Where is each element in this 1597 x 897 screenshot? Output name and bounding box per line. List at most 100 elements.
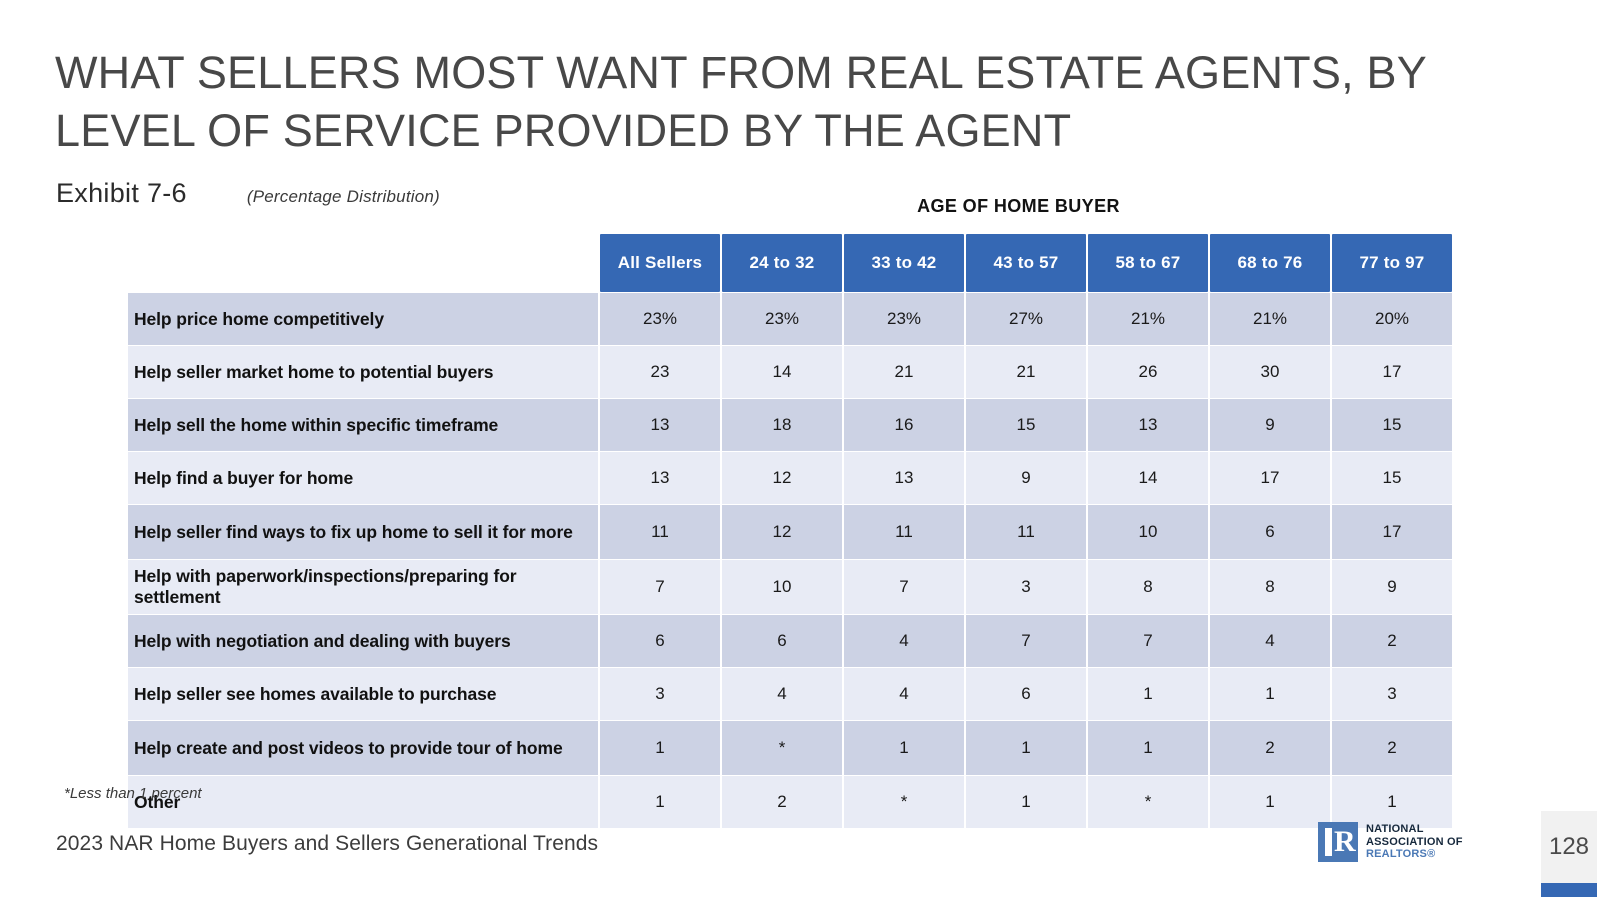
cell-value: 4 (722, 668, 842, 720)
page-number: 128 (1548, 833, 1590, 860)
page-accent-bar (1541, 883, 1597, 897)
row-label: Help seller see homes available to purch… (128, 668, 598, 720)
cell-value: 6 (966, 668, 1086, 720)
cell-value: * (844, 776, 964, 828)
cell-value: 2 (1332, 721, 1452, 775)
cell-value: 2 (722, 776, 842, 828)
row-label: Help create and post videos to provide t… (128, 721, 598, 775)
cell-value: 3 (600, 668, 720, 720)
table-row: Help find a buyer for home 13 12 13 9 14… (128, 452, 1452, 504)
table-row: Help with paperwork/inspections/preparin… (128, 560, 1452, 614)
cell-value: 12 (722, 452, 842, 504)
column-header-24-to-32[interactable]: 24 to 32 (722, 234, 842, 292)
logo-line-3: REALTORS® (1366, 848, 1436, 861)
column-header-43-to-57[interactable]: 43 to 57 (966, 234, 1086, 292)
table-row: Help seller market home to potential buy… (128, 346, 1452, 398)
row-label: Help with negotiation and dealing with b… (128, 615, 598, 667)
cell-value: 1 (1210, 668, 1330, 720)
cell-value: * (722, 721, 842, 775)
cell-value: 7 (1088, 615, 1208, 667)
cell-value: 23 (600, 346, 720, 398)
cell-value: 1 (1088, 668, 1208, 720)
exhibit-row: Exhibit 7-6 (Percentage Distribution) (56, 178, 440, 209)
cell-value: 1 (966, 776, 1086, 828)
cell-value: 4 (1210, 615, 1330, 667)
page-title: WHAT SELLERS MOST WANT FROM REAL ESTATE … (55, 47, 1427, 156)
cell-value: 9 (966, 452, 1086, 504)
cell-value: * (1088, 776, 1208, 828)
nar-logo-text: NATIONAL ASSOCIATION OF REALTORS® (1366, 823, 1463, 861)
cell-value: 11 (600, 505, 720, 559)
cell-value: 1 (966, 721, 1086, 775)
cell-value: 3 (966, 560, 1086, 614)
column-group-header: AGE OF HOME BUYER (917, 196, 1120, 216)
cell-value: 1 (1088, 721, 1208, 775)
cell-value: 14 (1088, 452, 1208, 504)
data-table-container: All Sellers 24 to 32 33 to 42 43 to 57 5… (126, 233, 1452, 829)
cell-value: 11 (844, 505, 964, 559)
cell-value: 2 (1210, 721, 1330, 775)
nar-logo-mark-icon: R (1318, 822, 1358, 862)
row-label: Help sell the home within specific timef… (128, 399, 598, 451)
table-row: Other 1 2 * 1 * 1 1 (128, 776, 1452, 828)
header-corner-blank (128, 234, 598, 292)
cell-value: 13 (844, 452, 964, 504)
cell-value: 1 (1332, 776, 1452, 828)
cell-value: 17 (1332, 505, 1452, 559)
table-row: Help seller see homes available to purch… (128, 668, 1452, 720)
cell-value: 8 (1088, 560, 1208, 614)
cell-value: 10 (722, 560, 842, 614)
footnote: *Less than 1 percent (64, 785, 202, 802)
table-row: Help sell the home within specific timef… (128, 399, 1452, 451)
row-label: Help seller find ways to fix up home to … (128, 505, 598, 559)
cell-value: 13 (600, 452, 720, 504)
cell-value: 30 (1210, 346, 1330, 398)
cell-value: 4 (844, 615, 964, 667)
exhibit-label: Exhibit 7-6 (56, 178, 187, 208)
cell-value: 6 (1210, 505, 1330, 559)
cell-value: 3 (1332, 668, 1452, 720)
cell-value: 4 (844, 668, 964, 720)
cell-value: 1 (600, 776, 720, 828)
cell-value: 21 (844, 346, 964, 398)
header-row: All Sellers 24 to 32 33 to 42 43 to 57 5… (128, 234, 1452, 292)
cell-value: 21% (1210, 293, 1330, 345)
table-row: Help seller find ways to fix up home to … (128, 505, 1452, 559)
cell-value: 26 (1088, 346, 1208, 398)
cell-value: 1 (1210, 776, 1330, 828)
cell-value: 23% (844, 293, 964, 345)
row-label: Help price home competitively (128, 293, 598, 345)
logo-line-1: NATIONAL (1366, 823, 1424, 836)
row-label: Other (128, 776, 598, 828)
cell-value: 14 (722, 346, 842, 398)
cell-value: 20% (1332, 293, 1452, 345)
column-header-58-to-67[interactable]: 58 to 67 (1088, 234, 1208, 292)
table-body: Help price home competitively 23% 23% 23… (128, 293, 1452, 828)
cell-value: 18 (722, 399, 842, 451)
cell-value: 27% (966, 293, 1086, 345)
table-head: All Sellers 24 to 32 33 to 42 43 to 57 5… (128, 234, 1452, 292)
row-label: Help find a buyer for home (128, 452, 598, 504)
cell-value: 12 (722, 505, 842, 559)
cell-value: 2 (1332, 615, 1452, 667)
data-table: All Sellers 24 to 32 33 to 42 43 to 57 5… (126, 233, 1454, 829)
cell-value: 9 (1210, 399, 1330, 451)
cell-value: 11 (966, 505, 1086, 559)
column-header-33-to-42[interactable]: 33 to 42 (844, 234, 964, 292)
cell-value: 6 (600, 615, 720, 667)
table-row: Help with negotiation and dealing with b… (128, 615, 1452, 667)
cell-value: 10 (1088, 505, 1208, 559)
exhibit-subtitle: (Percentage Distribution) (246, 187, 440, 206)
table-row: Help create and post videos to provide t… (128, 721, 1452, 775)
cell-value: 21% (1088, 293, 1208, 345)
logo-line-2: ASSOCIATION OF (1366, 835, 1463, 848)
column-header-77-to-97[interactable]: 77 to 97 (1332, 234, 1452, 292)
cell-value: 16 (844, 399, 964, 451)
column-header-68-to-76[interactable]: 68 to 76 (1210, 234, 1330, 292)
logo-bar-shape (1325, 828, 1332, 856)
nar-logo: R NATIONAL ASSOCIATION OF REALTORS® (1318, 822, 1463, 862)
column-header-all-sellers[interactable]: All Sellers (600, 234, 720, 292)
cell-value: 15 (966, 399, 1086, 451)
cell-value: 8 (1210, 560, 1330, 614)
cell-value: 9 (1332, 560, 1452, 614)
